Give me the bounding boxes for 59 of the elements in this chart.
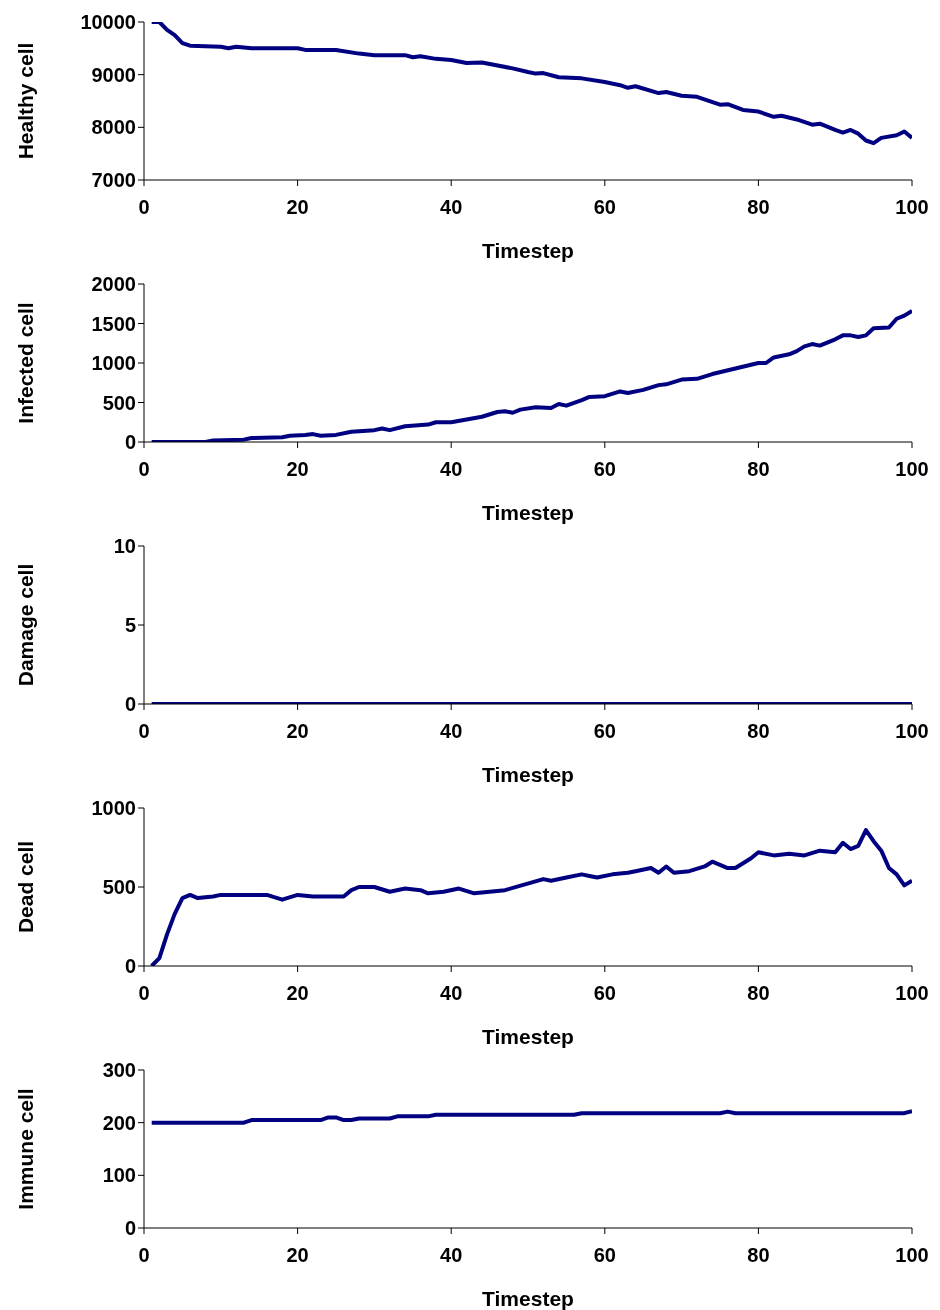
y-tick-label: 1500 [91,312,136,335]
x-tick-label: 100 [895,982,929,1005]
y-tick-label: 7000 [91,169,136,192]
y-tick-label: 1000 [91,352,136,375]
y-tick-label: 10000 [80,11,136,34]
x-tick-label: 40 [440,458,463,481]
x-axis-title: Timestep [482,763,574,786]
x-tick-label: 80 [747,720,770,743]
x-tick-label: 100 [895,1244,929,1267]
y-tick-label: 0 [124,1217,136,1240]
y-tick-label: 10 [113,535,136,558]
x-axis-title: Timestep [482,501,574,524]
x-tick-label: 80 [747,982,770,1005]
y-tick-label: 8000 [91,116,136,139]
y-tick-label: 5 [124,614,136,637]
y-tick-label: 0 [124,693,136,716]
x-tick-label: 80 [747,196,770,219]
y-tick-label: 2000 [91,273,136,296]
x-tick-label: 0 [138,1244,150,1267]
y-axis-title: Damage cell [14,563,38,687]
x-tick-label: 80 [747,458,770,481]
y-axis-title: Immune cell [14,1088,38,1210]
y-tick-label: 1000 [91,797,136,820]
x-tick-label: 100 [895,720,929,743]
x-tick-label: 20 [286,720,309,743]
x-axis-title: Timestep [482,1025,574,1048]
y-axis-title: Infected cell [14,302,38,424]
x-tick-label: 60 [593,196,616,219]
x-tick-label: 60 [593,720,616,743]
x-tick-label: 0 [138,720,150,743]
x-tick-label: 20 [286,1244,309,1267]
x-axis-title: Timestep [482,239,574,262]
y-tick-label: 0 [124,955,136,978]
y-axis-title: Dead cell [14,840,38,934]
x-tick-label: 40 [440,720,463,743]
y-axis-title: Healthy cell [14,42,38,160]
x-tick-label: 0 [138,982,150,1005]
y-tick-label: 9000 [91,63,136,86]
y-tick-label: 0 [124,431,136,454]
x-tick-label: 100 [895,458,929,481]
x-tick-label: 60 [593,982,616,1005]
y-tick-label: 500 [102,391,136,414]
x-tick-label: 100 [895,196,929,219]
x-tick-label: 40 [440,982,463,1005]
y-tick-label: 200 [102,1111,136,1134]
x-tick-label: 20 [286,196,309,219]
x-tick-label: 20 [286,458,309,481]
x-tick-label: 40 [440,196,463,219]
y-tick-label: 500 [102,876,136,899]
x-tick-label: 20 [286,982,309,1005]
x-tick-label: 0 [138,196,150,219]
x-axis-title: Timestep [482,1287,574,1310]
y-tick-label: 300 [102,1059,136,1082]
x-tick-label: 80 [747,1244,770,1267]
x-tick-label: 60 [593,458,616,481]
x-tick-label: 0 [138,458,150,481]
x-tick-label: 60 [593,1244,616,1267]
y-tick-label: 100 [102,1164,136,1187]
x-tick-label: 40 [440,1244,463,1267]
